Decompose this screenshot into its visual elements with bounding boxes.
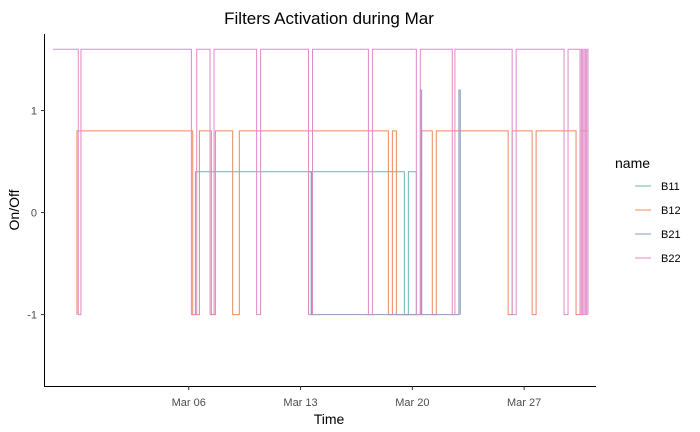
legend-label-b11: B11 bbox=[661, 181, 680, 193]
legend-label-b12: B12 bbox=[661, 205, 681, 217]
x-tick-label: Mar 13 bbox=[283, 397, 317, 409]
series-line-b22 bbox=[52, 48, 589, 316]
y-tick-label: 0 bbox=[31, 208, 37, 220]
y-tick-label: -1 bbox=[27, 310, 37, 322]
chart-title: Filters Activation during Mar bbox=[224, 9, 434, 28]
x-tick-label: Mar 27 bbox=[507, 397, 541, 409]
legend-label-b21: B21 bbox=[661, 229, 681, 241]
legend-label-b22: B22 bbox=[661, 253, 681, 265]
series-line-b11 bbox=[194, 171, 417, 316]
x-axis-ticks: Mar 06 Mar 13 Mar 20 Mar 27 bbox=[172, 386, 541, 409]
x-axis-title: Time bbox=[314, 411, 345, 427]
series-line-b21 bbox=[308, 89, 461, 316]
series-layer bbox=[52, 48, 589, 316]
series-line-b12 bbox=[76, 130, 589, 316]
legend-items: B11 B12 B21 B22 bbox=[635, 181, 681, 265]
y-axis-title: On/Off bbox=[6, 189, 22, 230]
x-tick-label: Mar 06 bbox=[172, 397, 206, 409]
legend-title: name bbox=[615, 155, 650, 171]
y-tick-label: 1 bbox=[31, 106, 37, 118]
y-axis-ticks: -1 0 1 bbox=[27, 106, 45, 322]
plot-area: Mar 06 Mar 13 Mar 20 Mar 27 -1 0 1 bbox=[27, 34, 596, 409]
legend: name B11 B12 B21 B22 bbox=[615, 155, 681, 265]
x-tick-label: Mar 20 bbox=[395, 397, 429, 409]
